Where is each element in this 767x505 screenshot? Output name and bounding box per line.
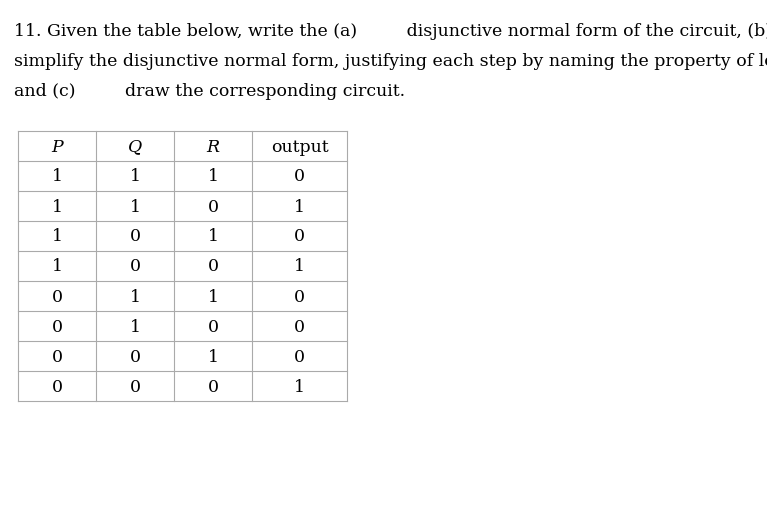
Text: simplify the disjunctive normal form, justifying each step by naming the propert: simplify the disjunctive normal form, ju… (14, 53, 767, 70)
Text: 0: 0 (51, 378, 62, 395)
Text: 1: 1 (51, 258, 62, 275)
Text: P: P (51, 138, 63, 155)
Text: R: R (206, 138, 219, 155)
Text: 1: 1 (130, 168, 140, 185)
Text: 11. Given the table below, write the (a)         disjunctive normal form of the : 11. Given the table below, write the (a)… (14, 23, 767, 40)
Text: Q: Q (128, 138, 142, 155)
Text: 1: 1 (130, 198, 140, 215)
Text: 1: 1 (130, 318, 140, 335)
Text: 1: 1 (208, 168, 219, 185)
Text: 1: 1 (51, 198, 62, 215)
Text: 0: 0 (294, 168, 305, 185)
Text: 0: 0 (130, 258, 140, 275)
Text: and (c)         draw the corresponding circuit.: and (c) draw the corresponding circuit. (14, 83, 405, 100)
Text: output: output (271, 138, 328, 155)
Text: 0: 0 (51, 318, 62, 335)
Text: 0: 0 (130, 378, 140, 395)
Text: 1: 1 (208, 228, 219, 245)
Text: 1: 1 (294, 378, 305, 395)
Text: 1: 1 (130, 288, 140, 305)
Text: 0: 0 (208, 198, 219, 215)
Text: 1: 1 (51, 168, 62, 185)
Text: 1: 1 (51, 228, 62, 245)
Text: 0: 0 (208, 258, 219, 275)
Text: 1: 1 (208, 348, 219, 365)
Text: 1: 1 (294, 258, 305, 275)
Text: 0: 0 (294, 228, 305, 245)
Text: 1: 1 (208, 288, 219, 305)
Text: 0: 0 (294, 348, 305, 365)
Text: 0: 0 (208, 318, 219, 335)
Text: 1: 1 (294, 198, 305, 215)
Text: 0: 0 (130, 348, 140, 365)
Text: 0: 0 (51, 348, 62, 365)
Text: 0: 0 (51, 288, 62, 305)
Text: 0: 0 (130, 228, 140, 245)
Text: 0: 0 (208, 378, 219, 395)
Text: 0: 0 (294, 318, 305, 335)
Text: 0: 0 (294, 288, 305, 305)
